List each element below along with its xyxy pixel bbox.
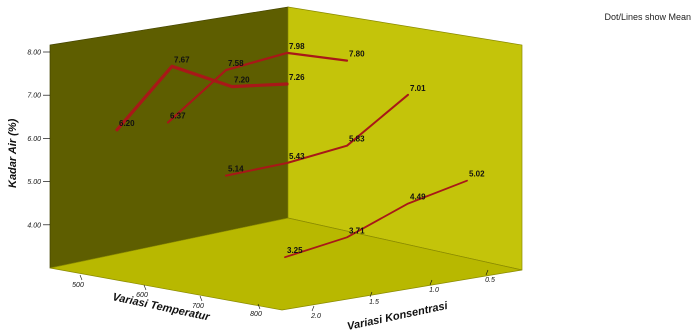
floor (49, 217, 523, 311)
data-label: 5.14 (228, 165, 244, 174)
series-line (225, 93, 409, 177)
data-label: 5.43 (289, 152, 305, 161)
z-tick-label: 0.5 (485, 277, 495, 284)
z-tick-label: 1.0 (429, 287, 439, 294)
data-label: 7.26 (289, 73, 305, 82)
z-tick-mark (429, 279, 433, 286)
y-ticks: 8.00 7.00 6.00 5.00 4.00 (27, 50, 50, 229)
y-tick-label: 5.00 (27, 179, 41, 186)
z-tick-label: 2.0 (310, 313, 321, 320)
z-tick-mark (485, 269, 489, 276)
data-label: 4.49 (410, 193, 426, 202)
x-tick-label: 800 (250, 311, 262, 318)
data-label: 7.80 (349, 50, 365, 59)
data-label: 3.25 (287, 246, 303, 255)
x-tick-label: 500 (72, 282, 84, 289)
y-axis-group: 8.00 7.00 6.00 5.00 4.00 Kadar Air (%) (7, 50, 50, 229)
x-tick-label: 700 (192, 303, 204, 310)
data-label: 7.20 (234, 76, 250, 85)
y-tick-label: 6.00 (27, 136, 41, 143)
x-tick-mark (143, 284, 147, 291)
chart-note: Dot/Lines show Mean (604, 12, 691, 22)
y-tick-label: 8.00 (27, 50, 41, 57)
z-tick-label: 1.5 (369, 299, 379, 306)
y-tick-label: 4.00 (27, 222, 41, 229)
z-ticks: 2.0 1.5 1.0 0.5 (310, 269, 495, 320)
data-label: 6.37 (170, 111, 186, 120)
data-label: 5.83 (349, 135, 365, 144)
series-line (115, 64, 289, 132)
x-tick-mark (257, 303, 261, 310)
x-tick-label: 600 (136, 292, 148, 299)
z-tick-mark (311, 305, 315, 312)
z-tick-mark (369, 291, 373, 298)
x-tick-mark (79, 274, 83, 281)
x-ticks: 500 600 700 800 (72, 274, 262, 318)
data-label: 7.58 (228, 59, 244, 68)
series-line (284, 179, 468, 259)
y-axis-title: Kadar Air (%) (7, 118, 19, 188)
data-label: 6.20 (119, 119, 135, 128)
z-axis-title: Variasi Konsentrasi (346, 300, 449, 333)
data-label: 7.98 (289, 42, 305, 51)
series-layer: 6.20 7.67 7.20 7.26 6.37 7.58 7.98 7.80 5.14 5.43… (115, 42, 485, 259)
data-label: 5.02 (469, 170, 485, 179)
y-tick-label: 7.00 (27, 93, 41, 100)
series-line (166, 51, 349, 124)
x-tick-mark (199, 295, 203, 302)
data-label: 3.71 (349, 226, 365, 235)
data-label: 7.67 (174, 55, 190, 64)
data-label: 7.01 (410, 84, 426, 93)
